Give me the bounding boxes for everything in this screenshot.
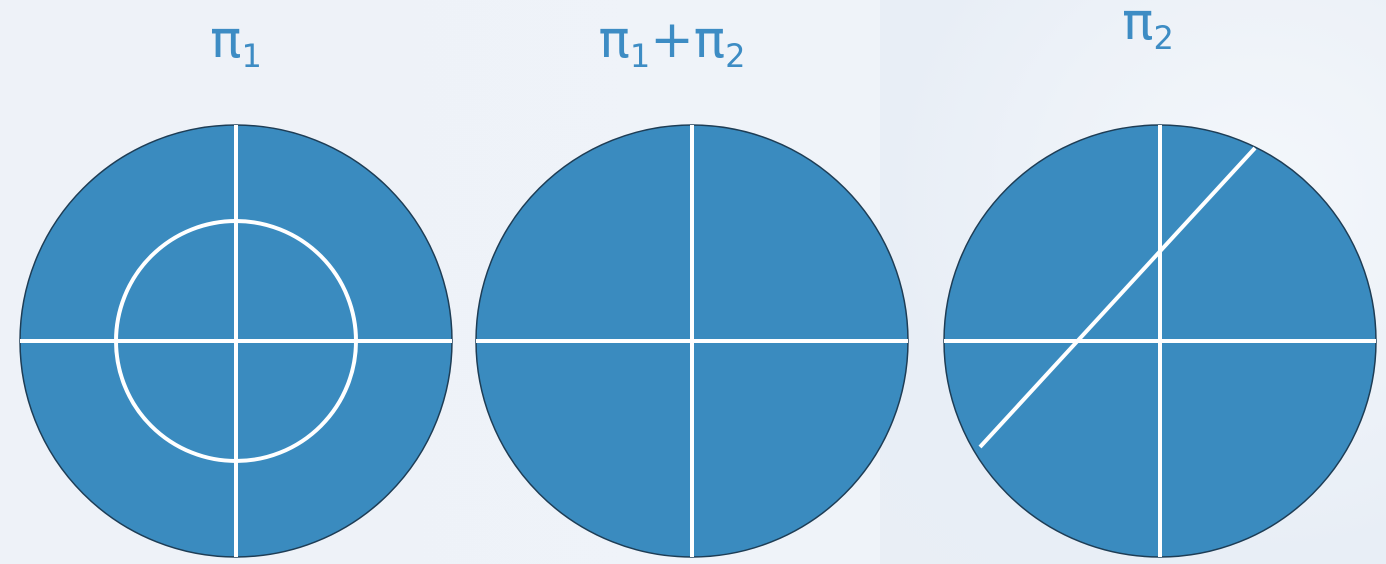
panel-3-disk xyxy=(943,124,1377,558)
pi-symbol: π xyxy=(693,10,726,70)
panel-3-title: π2 xyxy=(1122,0,1174,54)
subscript: 1 xyxy=(241,37,262,75)
pi-symbol: π xyxy=(210,10,242,70)
panel-2-disk xyxy=(475,124,909,558)
subscript: 1 xyxy=(629,37,651,75)
panel-1-disk xyxy=(19,124,453,558)
plus-symbol: + xyxy=(650,10,694,70)
subscript: 2 xyxy=(1153,19,1174,57)
diagonal-cut-line xyxy=(978,146,1257,449)
subscript: 2 xyxy=(725,37,746,75)
panel-2-title: π1+π2 xyxy=(599,14,746,72)
inner-circle-cut xyxy=(114,219,358,463)
pi-symbol: π xyxy=(1122,0,1154,52)
panel-1-title: π1 xyxy=(210,14,262,72)
pi-symbol: π xyxy=(598,10,630,70)
